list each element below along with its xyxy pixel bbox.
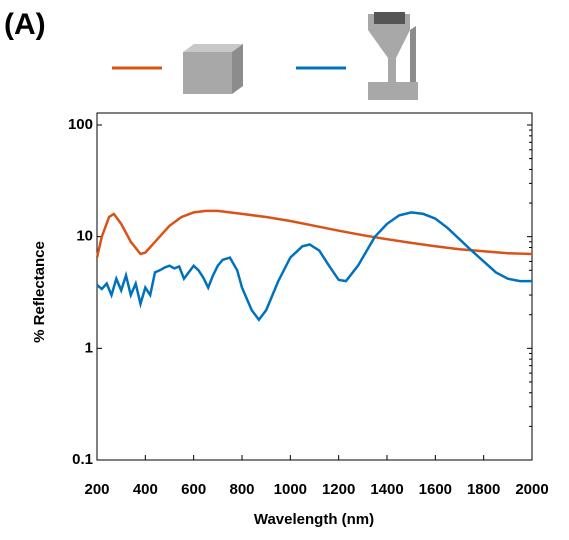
x-tick-label: 1400 bbox=[370, 481, 403, 498]
y-tick-label: 10 bbox=[76, 228, 93, 245]
x-tick-label: 1000 bbox=[274, 481, 307, 498]
x-tick-label: 2000 bbox=[515, 481, 548, 498]
data-line bbox=[97, 211, 532, 258]
x-tick-label: 200 bbox=[84, 481, 109, 498]
legend-icon-hourglass bbox=[368, 12, 418, 100]
y-tick-label: 100 bbox=[68, 116, 93, 133]
y-tick-label: 0.1 bbox=[72, 451, 93, 468]
chart-title: (A) bbox=[4, 8, 46, 41]
x-tick-label: 800 bbox=[229, 481, 254, 498]
x-tick-label: 1800 bbox=[467, 481, 500, 498]
x-tick-label: 400 bbox=[133, 481, 158, 498]
legend-icon-box bbox=[183, 44, 243, 94]
x-tick-label: 1200 bbox=[322, 481, 355, 498]
plot-frame bbox=[97, 113, 532, 460]
x-tick-label: 600 bbox=[181, 481, 206, 498]
data-line bbox=[97, 212, 532, 319]
x-axis-label: Wavelength (nm) bbox=[254, 511, 374, 528]
chart: (A) Wavelength (nm) % Reflectance 0.1 1 10… bbox=[0, 0, 569, 535]
y-axis-label: % Reflectance bbox=[31, 241, 48, 343]
y-tick-label: 1 bbox=[85, 339, 93, 356]
x-tick-label: 1600 bbox=[419, 481, 452, 498]
